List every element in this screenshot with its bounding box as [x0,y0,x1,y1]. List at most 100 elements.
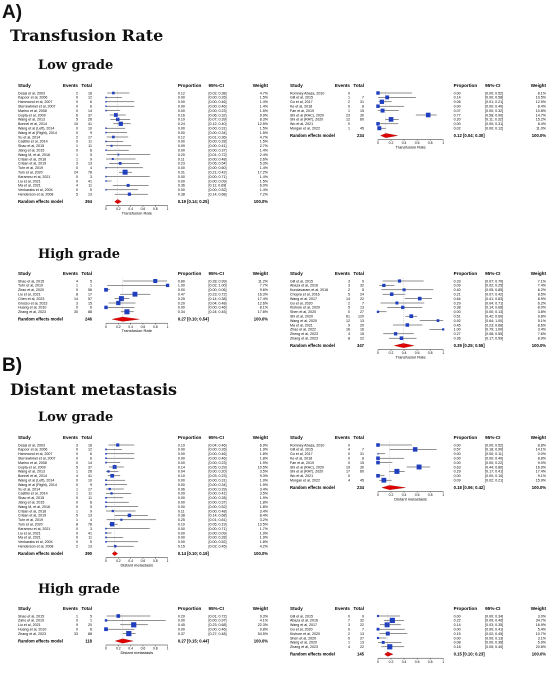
weight-square [376,473,380,478]
total-value: 13 [360,632,364,636]
total-value: 22 [360,337,364,341]
ci-value: [0.00; 0.40] [485,105,503,109]
header-study: Study [290,83,303,88]
proportion-value: 0.08 [454,641,461,645]
proportion-value: 0.00 [178,100,185,104]
ci-value: [0.00; 0.13] [485,310,503,314]
proportion-value: 0.57 [454,448,461,452]
proportion-value: 0.00 [178,175,185,179]
weight-square [417,296,422,301]
weight-value: 4.1% [260,619,269,623]
header-proportion: Proportion [178,435,202,440]
weight-square [105,109,107,112]
ci-value: [0.17; 0.41] [485,470,503,474]
x-tick-label: 0.2 [116,559,121,563]
study-label: Ma et al, 2021 [18,536,41,540]
total-value: 13 [360,306,364,310]
events-value: 1 [348,109,350,113]
total-value: 32 [360,284,364,288]
total-value: 24 [360,293,364,297]
weight-square [110,492,113,495]
events-value: 33 [74,632,78,636]
weight-value: 3.8% [538,310,547,314]
proportion-value: 0.00 [454,122,461,126]
ci-value: [0.23; 0.68] [209,623,227,627]
weight-value: 8.1% [260,306,269,310]
weight-value: 8.3% [260,118,269,122]
study-label: Xu et al, 2014 [18,487,40,491]
summary-estimate: 0.39 [0.25; 0.55] [454,343,486,348]
study-label: Fan et al, 2019 [290,109,314,113]
weight-square [105,496,107,499]
weight-square [416,464,422,470]
study-label: Gupta et al, 2009 [18,113,46,117]
events-value: 3 [348,623,350,627]
ci-value: [0.00; 0.46] [209,100,227,104]
total-value: 15 [360,109,364,113]
x-tick-label: 0.8 [428,493,433,497]
weight-value: 3.5% [260,492,269,496]
ci-value: [0.64; 1.00] [485,319,503,323]
weight-value: 1.8% [260,452,269,456]
weight-value: 11.2% [258,279,269,283]
weight-square [108,487,111,491]
events-value: 5 [348,293,350,297]
proportion-value: 0.00 [454,636,461,640]
study-label: Venkaraks et al, 2004 [18,540,53,544]
ci-value: [0.00; 0.41] [209,144,227,148]
x-tick-label: 0.6 [141,325,146,329]
weight-value: 3.4% [260,487,269,491]
events-value: 0 [348,122,350,126]
total-value: 10 [88,127,92,131]
weight-square [377,453,379,455]
study-label: Gill et al, 2015 [290,614,313,618]
total-value: 41 [88,179,92,183]
weight-value: 9.1% [538,474,547,478]
header-ci: 95%-CI [485,435,500,440]
study-label: Gu et al, 2017 [290,452,313,456]
weight-value: 10.5% [258,465,269,469]
weight-square [376,614,380,618]
study-label: Wang et al, 2017 [290,623,317,627]
ci-value: [0.14; 0.68] [485,306,503,310]
events-value: 3 [76,443,78,447]
total-value: 9 [90,131,92,135]
ci-value: [0.11; 0.32] [485,118,503,122]
re-model-label: Random effects model [18,199,63,204]
events-value: 0 [76,166,78,170]
total-value: 13 [360,641,364,645]
weight-square [105,461,107,464]
header-weight: Weight [253,435,269,440]
events-value: 0 [76,479,78,483]
total-value: 20 [360,323,364,327]
weight-square [105,448,107,451]
weight-square [376,91,380,95]
weight-square [376,310,380,313]
x-axis-label: Transfusion Rate [122,211,153,216]
study-label: Crisan et al, 2018 [18,509,46,513]
total-value: 120 [358,315,364,319]
x-tick-label: 1 [167,647,169,651]
summary-estimate: 0.19 [0.14; 0.25] [178,199,210,204]
proportion-value: 0.36 [454,337,461,341]
events-value: 0 [76,140,78,144]
total-value: 37 [88,465,92,469]
summary-estimate: 0.27 [0.10; 0.54] [178,317,210,322]
weight-square [105,479,107,482]
proportion-value: 0.25 [178,297,185,301]
proportion-value: 0.14 [178,465,185,469]
header-study: Study [18,606,31,611]
ci-value: [0.09; 0.40] [485,619,503,623]
events-value: 1 [76,144,78,148]
x-tick-label: 0.8 [153,207,158,211]
study-label: Gill et al, 2015 [290,96,313,100]
study-label: Karamnu et al, 2021 [18,527,50,531]
study-label: Ma et al, 2021 [18,184,41,188]
summary-total: 234 [357,133,365,138]
study-label: Morgan et al, 2022 [290,479,320,483]
ci-value: [0.28; 0.99] [209,279,227,283]
ci-value: [0.04; 0.48] [209,301,227,305]
weight-square [395,301,399,305]
summary-weight: 100.0% [532,343,546,348]
header-ci: 95%-CI [209,435,224,440]
